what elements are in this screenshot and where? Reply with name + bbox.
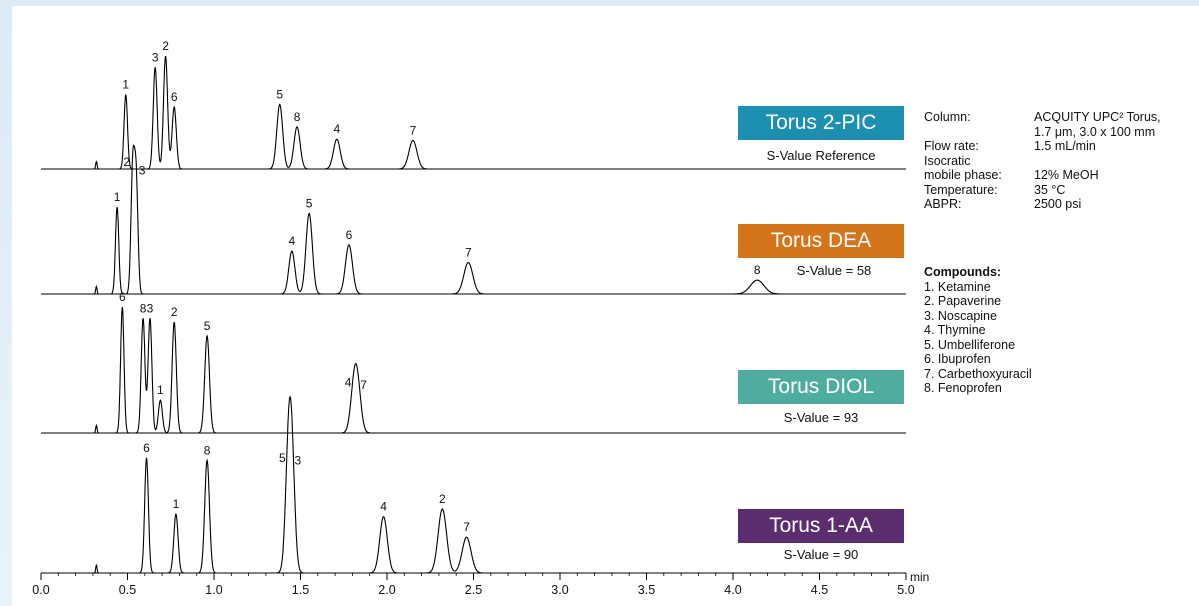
peak-label: 7 [410,123,417,137]
mobile-phase-label: mobile phase: [924,168,1002,182]
x-tick-label: 2.0 [378,583,395,597]
svalue-1aa: S-Value = 90 [783,547,859,562]
svalue-dea: S-Value = 58 [796,263,872,278]
isocratic-label: Isocratic [924,153,971,168]
x-tick-label: 0.5 [119,583,136,597]
x-tick-label: 1.0 [205,583,222,597]
peak-label: 6 [143,441,150,455]
peak-label: 1 [173,497,180,511]
peak-label: 3 [295,454,302,468]
column-value-2: 1.7 μm, 3.0 x 100 mm [1034,124,1156,139]
peak-label: 2 [123,155,130,169]
peak-label: 2 [171,305,178,319]
peak-label: 4 [289,234,296,248]
peak-label: 6 [119,290,126,304]
compound-item: 3. Noscapine [924,308,997,323]
flow-value: 1.5 mL/min [1034,139,1096,153]
temperature-label: Temperature: [924,182,998,197]
peak-label: 5 [204,319,211,333]
x-tick-label: 4.0 [724,583,741,597]
peak-label: 2 [162,39,169,53]
svalue-2pic: S-Value Reference [766,148,876,163]
x-tick-label: 3.5 [638,583,655,597]
compound-item: 6. Ibuprofen [924,352,991,366]
compound-item: 7. Carbethoxyuracil [924,366,1032,381]
peak-label: 8 [204,443,211,457]
conditions-block: Column: ACQUITY UPC² Torus, 1.7 μm, 3.0 x… [924,110,1194,212]
peak-label: 5 [279,451,286,465]
peak-label: 7 [360,378,367,392]
flow-label: Flow rate: [924,139,979,153]
peak-label: 5 [276,88,283,102]
peak-label: 5 [306,196,313,210]
peak-label: 7 [465,246,472,260]
compound-item: 4. Thymine [924,323,986,337]
peak-label: 1 [157,383,164,397]
compound-item: 8. Fenoprofen [924,381,1002,395]
peak-label: 3 [152,50,159,64]
peak-label: 8 [140,301,147,315]
peak-label: 8 [294,110,301,124]
trace-3 [58,395,837,574]
column-label: Column: [924,110,971,124]
x-tick-label: 1.5 [292,583,309,597]
peak-label: 6 [171,90,178,104]
panel-label-diol: Torus DIOL [738,370,904,404]
peak-label: 4 [333,122,340,136]
x-tick-label: 0.0 [32,583,49,597]
peak-label: 4 [380,500,387,514]
x-tick-label: 5.0 [897,583,914,597]
compound-item: 2. Papaverine [924,294,1002,308]
x-axis-unit-label: min [910,570,930,584]
panel-label-1aa: Torus 1-AA [738,509,904,543]
column-value-1: ACQUITY UPC² Torus, [1034,110,1161,124]
x-tick-label: 3.0 [551,583,568,597]
peak-label: 8 [754,263,761,277]
x-tick-label: 2.5 [465,583,482,597]
peak-label: 7 [463,520,470,534]
compound-item: 1. Ketamine [924,279,991,294]
peak-label: 2 [439,492,446,506]
chart-panel: 1 3 2 6 5 8 4 7 1 2 3 4 5 6 7 8 6 8 3 1 2 5 4 7 6 1 8 5 3 4 2 7 0.0 0.5 1.… [12,6,1199,606]
trace-0 [58,55,837,170]
peak-label: 3 [147,301,154,315]
peak-label: 4 [345,376,352,390]
peak-label: 1 [122,78,129,92]
compound-item: 5. Umbelliferone [924,337,1016,352]
panel-label-dea: Torus DEA [738,224,904,258]
abpr-value: 2500 psi [1034,197,1082,211]
peak-label: 6 [346,228,353,242]
svalue-diol: S-Value = 93 [783,410,859,425]
mobile-phase-value: 12% MeOH [1034,168,1099,182]
peak-label: 3 [139,164,146,178]
compounds-block: Compounds: 1. Ketamine 2. Papaverine 3. … [924,265,1194,396]
abpr-label: ABPR: [924,197,962,211]
compounds-title: Compounds: [924,265,1002,279]
temperature-value: 35 °C [1034,182,1066,197]
trace-2 [58,306,837,434]
panel-label-2pic: Torus 2-PIC [738,106,904,140]
x-tick-label: 4.5 [811,583,828,597]
trace-1 [58,144,837,295]
peak-label: 1 [114,190,121,204]
